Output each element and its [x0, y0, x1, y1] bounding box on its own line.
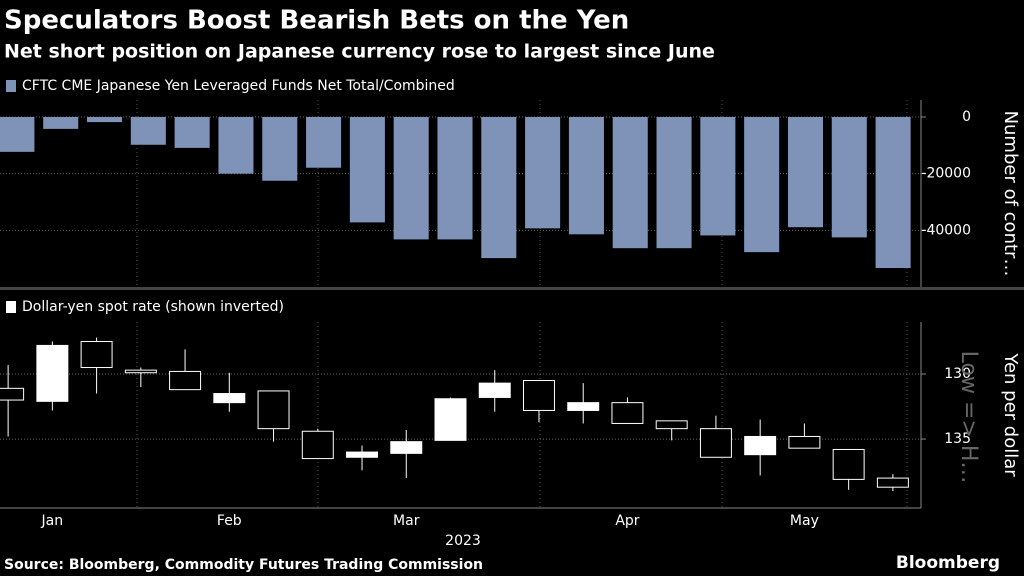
- legend-label: Dollar-yen spot rate (shown inverted): [22, 299, 284, 315]
- candle-body: [567, 402, 600, 411]
- x-axis-label: 2023: [445, 533, 481, 549]
- y-tick-label: 135: [944, 431, 971, 447]
- candle-body: [478, 382, 511, 398]
- candle-body: [655, 420, 688, 430]
- brand: Bloomberg: [896, 553, 1000, 573]
- candle-body: [124, 369, 157, 374]
- y-tick-label: 130: [944, 366, 971, 382]
- y-tick-label: 0: [962, 109, 971, 125]
- candle-body: [301, 430, 334, 460]
- candle-body: [80, 341, 113, 369]
- bar: [568, 117, 604, 235]
- x-tick-label: Jan: [41, 513, 64, 529]
- candle-body: [522, 380, 555, 411]
- y-tick-label: -40000: [921, 222, 971, 238]
- y-tick-label: -20000: [921, 166, 971, 182]
- bar: [481, 117, 517, 259]
- bar: [656, 117, 692, 249]
- candle-body: [434, 398, 467, 441]
- x-tick-label: Apr: [615, 513, 639, 529]
- bar: [525, 117, 561, 229]
- y-axis-label: Yen per dollar: [1000, 352, 1021, 477]
- bar: [831, 117, 867, 238]
- bar: [787, 117, 823, 228]
- y-axis-label: Number of contr…: [1000, 111, 1021, 277]
- chart-title: Speculators Boost Bearish Bets on the Ye…: [4, 6, 629, 36]
- x-tick-label: Feb: [217, 513, 242, 529]
- candle-body: [699, 428, 732, 458]
- bar: [306, 117, 342, 168]
- bar: [174, 117, 210, 148]
- candle-body: [36, 344, 69, 402]
- candle-body: [257, 390, 290, 430]
- candle-body: [390, 441, 423, 454]
- bar: [612, 117, 648, 249]
- bar: [349, 117, 385, 223]
- candle-body: [0, 387, 25, 401]
- x-tick-label: May: [790, 513, 819, 529]
- bar: [130, 117, 166, 145]
- candle-body: [744, 435, 777, 456]
- bar: [43, 117, 79, 129]
- bar: [744, 117, 780, 253]
- candle-body: [876, 477, 909, 488]
- bar: [437, 117, 473, 240]
- candle-body: [832, 448, 865, 480]
- candle-body: [346, 451, 379, 458]
- candle-body: [611, 402, 644, 424]
- bar: [218, 117, 254, 174]
- legend-swatch: [6, 80, 16, 92]
- bar: [700, 117, 736, 236]
- y-annotation: Low => H…: [956, 351, 981, 484]
- bar: [262, 117, 298, 181]
- panel-separator: [0, 287, 1024, 290]
- x-tick-label: Mar: [393, 513, 420, 529]
- bar: [87, 117, 123, 123]
- legend-swatch: [6, 301, 16, 313]
- candle-body: [169, 370, 202, 391]
- legend-label: CFTC CME Japanese Yen Leveraged Funds Ne…: [22, 78, 455, 94]
- bar: [875, 117, 911, 269]
- candle-body: [213, 393, 246, 404]
- bar: [393, 117, 429, 240]
- bar: [0, 117, 35, 152]
- source: Source: Bloomberg, Commodity Futures Tra…: [4, 557, 483, 573]
- candle-body: [788, 435, 821, 449]
- chart-subtitle: Net short position on Japanese currency …: [4, 41, 715, 63]
